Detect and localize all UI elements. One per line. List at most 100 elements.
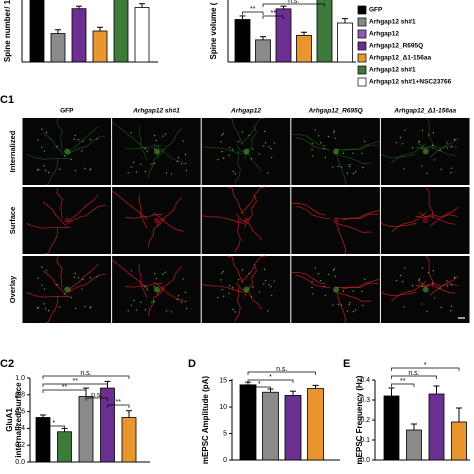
puncta (232, 170, 234, 173)
puncta (45, 269, 48, 272)
significance-bracket (391, 375, 437, 379)
neurite (69, 204, 106, 223)
puncta (151, 163, 153, 165)
neurite (429, 137, 459, 158)
puncta (453, 139, 456, 141)
puncta (74, 272, 76, 275)
puncta (354, 309, 357, 311)
column-header: Arhgap12 (230, 108, 261, 115)
puncta (399, 274, 402, 277)
puncta (146, 288, 148, 291)
puncta (89, 307, 92, 309)
neurite (125, 213, 163, 219)
significance-bracket (42, 389, 87, 393)
puncta (74, 169, 77, 172)
puncta (439, 287, 441, 289)
puncta (446, 280, 448, 282)
y-tick-label: 0.4 (360, 377, 370, 384)
puncta (267, 172, 269, 174)
puncta (432, 144, 434, 146)
neurite (418, 212, 456, 225)
puncta (346, 310, 349, 312)
puncta (248, 272, 250, 275)
neurite (156, 197, 182, 227)
bar (307, 388, 324, 461)
puncta (432, 282, 434, 284)
neurite (426, 117, 434, 150)
y-tick-label: 0.4 (15, 425, 25, 432)
puncta (130, 270, 132, 272)
significance-label: * (52, 420, 55, 427)
puncta (426, 310, 428, 313)
puncta (162, 135, 164, 137)
puncta (73, 138, 76, 141)
puncta (220, 279, 222, 281)
legend-label: Arhgap12 (369, 31, 399, 38)
legend-swatch (357, 5, 367, 15)
puncta (70, 158, 72, 161)
puncta (348, 165, 351, 168)
puncta (241, 269, 244, 271)
puncta (127, 310, 129, 312)
puncta (364, 140, 366, 143)
neurite (418, 143, 456, 156)
puncta (418, 140, 420, 142)
puncta (317, 135, 320, 137)
neurite (240, 186, 267, 214)
column-header: GFP (60, 108, 74, 115)
puncta (182, 278, 184, 280)
significance-label: n.s. (288, 0, 299, 5)
neurite (147, 218, 165, 248)
puncta (352, 310, 355, 313)
soma (333, 217, 340, 224)
soma (243, 148, 250, 155)
neurite (295, 274, 331, 289)
neurite (44, 296, 59, 324)
neurite (153, 143, 184, 163)
puncta (264, 142, 267, 144)
puncta (220, 141, 222, 143)
neurite (42, 201, 67, 227)
puncta (222, 132, 225, 135)
significance-bracket (247, 371, 316, 375)
row-label: Surface (8, 207, 17, 235)
puncta (411, 147, 414, 149)
puncta (135, 309, 138, 311)
puncta (432, 132, 435, 134)
puncta (273, 142, 275, 144)
significance-label: * (424, 362, 427, 369)
significance-label: ** (116, 399, 122, 406)
puncta (453, 277, 456, 279)
neurite (425, 186, 434, 219)
column-header: Arhgap12_Δ1-156aa (393, 108, 456, 115)
puncta (130, 304, 133, 306)
puncta (263, 283, 265, 285)
significance-label: ** (250, 6, 256, 13)
puncta (361, 290, 363, 292)
puncta (84, 305, 86, 308)
soma (64, 148, 71, 155)
soma (333, 148, 340, 155)
puncta (182, 140, 184, 142)
neurite (42, 270, 67, 296)
legend-swatch (357, 41, 367, 51)
bar (92, 30, 108, 63)
puncta (314, 129, 316, 131)
puncta (151, 301, 153, 303)
neurite (152, 212, 184, 232)
puncta (153, 285, 156, 288)
puncta (267, 310, 269, 312)
neurite (391, 212, 427, 233)
puncta (432, 270, 435, 272)
row-label: Internalized (8, 130, 17, 172)
puncta (354, 171, 357, 173)
puncta (319, 142, 322, 144)
puncta (263, 268, 266, 271)
puncta (184, 153, 187, 156)
puncta (144, 308, 147, 311)
puncta (312, 293, 314, 295)
soma (153, 286, 160, 293)
puncta (352, 290, 354, 292)
neurite (380, 153, 417, 159)
